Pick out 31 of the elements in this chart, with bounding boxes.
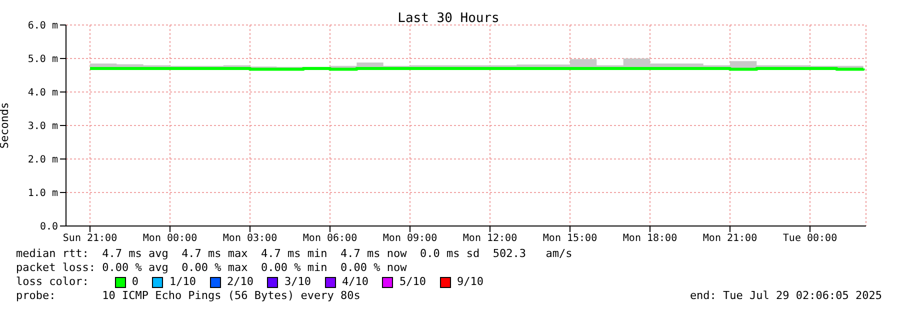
x-tick-label: Mon 12:00 [462,233,518,244]
x-tick-label: Mon 06:00 [302,233,358,244]
y-tick-label: 0.0 [40,222,58,233]
x-tick-label: Mon 15:00 [542,233,598,244]
y-axis-title: Seconds [0,102,11,149]
text: packet loss: 0.00 % avg 0.00 % max 0.00 % min 0.00 % now [16,261,408,275]
legend-label: 9/10 [456,275,484,289]
x-tick-label: Mon 03:00 [222,233,278,244]
text: probe: 10 ICMP Echo Pings (56 Bytes) every 80s [16,289,360,303]
legend-label: 0 [130,275,138,289]
x-tick-label: Mon 09:00 [382,233,438,244]
y-tick-label: 5.0 m [28,54,58,66]
y-tick-label: 4.0 m [28,88,58,99]
y-tick-label: 1.0 m [28,188,58,200]
chart-title: Last 30 Hours [398,11,500,26]
x-tick-label: Tue 00:00 [782,233,838,244]
legend-label: 5/10 [398,275,426,289]
legend-label: 4/10 [340,275,368,289]
y-tick-label: 3.0 m [28,121,58,132]
legend-title: loss color: [16,275,89,289]
x-tick-label: Mon 18:00 [622,233,678,244]
x-tick-label: Mon 00:00 [142,233,198,244]
legend-label: 1/10 [168,275,196,289]
legend-label: 3/10 [283,275,311,289]
y-tick-label: 2.0 m [28,154,58,166]
text: end: Tue Jul 29 02:06:05 2025 [690,289,882,303]
y-tick-label: 6.0 m [28,20,58,32]
text: median rtt: 4.7 ms avg 4.7 ms max 4.7 ms min 4.7 ms now 0.0 ms sd 502.3 am/s [16,247,574,261]
legend-label: 2/10 [226,275,254,289]
x-tick-label: Sun 21:00 [62,233,118,244]
x-tick-label: Mon 21:00 [702,233,758,244]
